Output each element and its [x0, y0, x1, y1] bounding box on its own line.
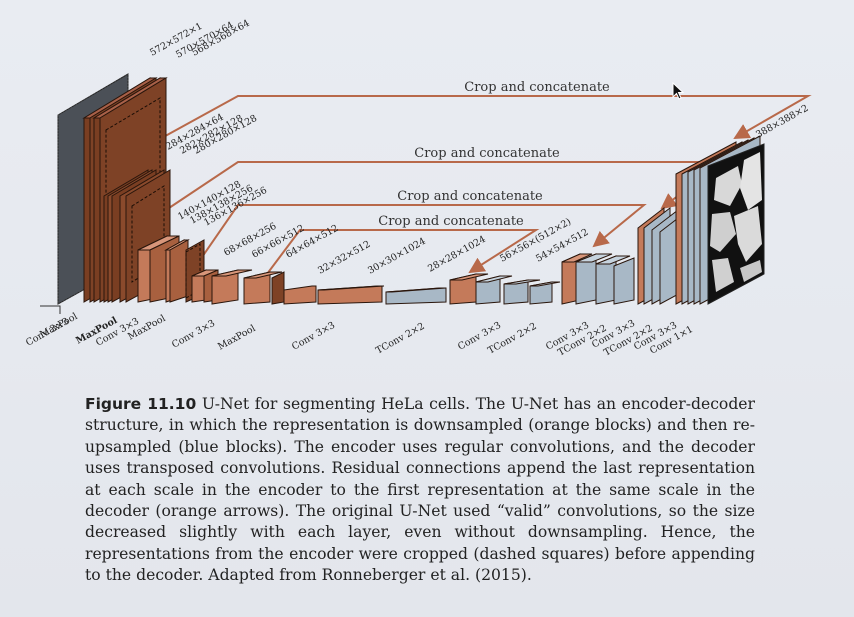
decoder-block-l3	[561, 253, 635, 305]
output-segmentation	[707, 143, 765, 305]
operation-labels: Conv 3×3 MaxPool MaxPool Conv 3×3 MaxPoo…	[24, 305, 695, 359]
bottleneck-blocks	[283, 285, 447, 305]
decoder-block-l4	[449, 273, 561, 305]
skip-connection-4	[263, 229, 540, 279]
crop-label-2: Crop and concatenate	[414, 146, 560, 161]
dim-label: 30×30×1024	[366, 236, 428, 277]
skip-connection-1	[157, 95, 812, 141]
caption-text: U-Net for segmenting HeLa cells. The U-N…	[85, 395, 755, 585]
encoder-block-l4	[191, 269, 285, 305]
unet-diagram: Crop and concatenate Crop and concatenat…	[24, 18, 812, 359]
encoder-block-l3	[137, 235, 205, 303]
mouse-cursor-icon	[672, 82, 685, 100]
crop-label-4: Crop and concatenate	[378, 214, 524, 229]
crop-label-3: Crop and concatenate	[397, 189, 543, 204]
skip-connection-3	[199, 204, 647, 261]
figure-caption: Figure 11.10 U-Net for segmenting HeLa c…	[85, 394, 755, 587]
op-label: TConv 2×2	[374, 321, 426, 357]
op-label: Conv 3×3	[170, 318, 217, 351]
crop-label-1: Crop and concatenate	[464, 80, 610, 95]
op-label: MaxPool	[216, 323, 257, 353]
figure-label: Figure 11.10	[85, 395, 197, 413]
op-label: Conv 3×3	[290, 320, 337, 353]
op-label: MaxPool	[38, 311, 79, 341]
dim-label: 28×28×1024	[426, 234, 488, 275]
dim-label: 32×32×512	[316, 239, 372, 277]
